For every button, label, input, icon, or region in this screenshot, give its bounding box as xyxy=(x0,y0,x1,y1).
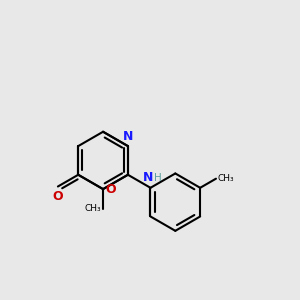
Text: N: N xyxy=(123,130,133,143)
Text: O: O xyxy=(52,190,63,203)
Text: O: O xyxy=(106,183,116,196)
Text: CH₃: CH₃ xyxy=(85,204,101,213)
Text: N: N xyxy=(143,171,153,184)
Text: CH₃: CH₃ xyxy=(218,174,234,183)
Text: H: H xyxy=(154,173,162,183)
